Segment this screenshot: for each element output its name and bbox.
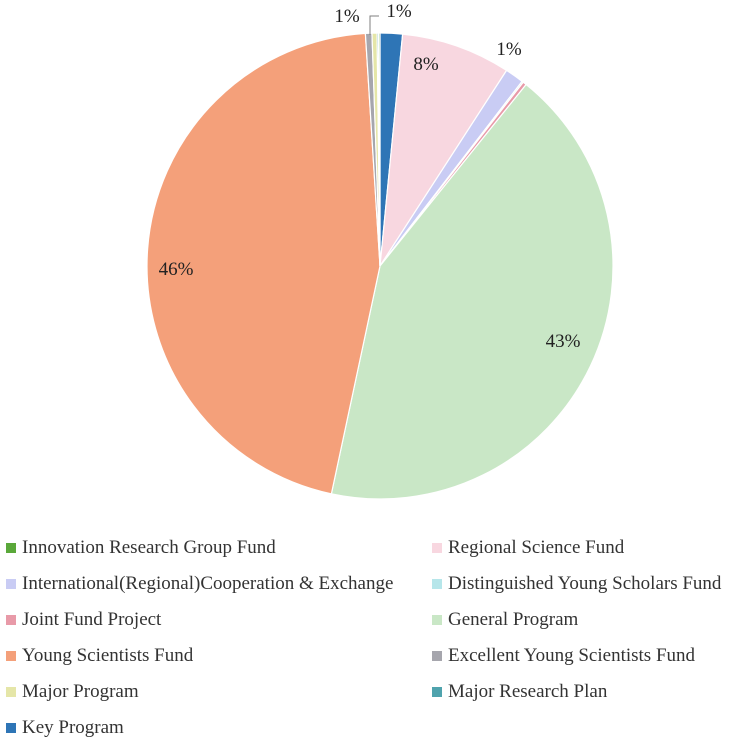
- data-label-key-program: 1%: [386, 1, 412, 22]
- pie-slice-young-scientists-fund: [146, 32, 381, 495]
- pie-slice-regional-science-fund: [379, 33, 508, 267]
- pie-slices: [146, 32, 614, 500]
- pie-slice-innovation-research-group-fund: [377, 32, 381, 267]
- leader-line-key-program: [369, 15, 379, 35]
- data-label-international-regional-cooperation-exchange: 1%: [496, 39, 522, 60]
- data-label-regional-science-fund: 8%: [413, 54, 439, 75]
- data-label-major-program: 1%: [334, 6, 360, 27]
- data-label-general-program: 43%: [546, 331, 581, 352]
- pie-slice-general-program: [330, 83, 614, 500]
- data-label-young-scientists-fund: 46%: [159, 259, 194, 280]
